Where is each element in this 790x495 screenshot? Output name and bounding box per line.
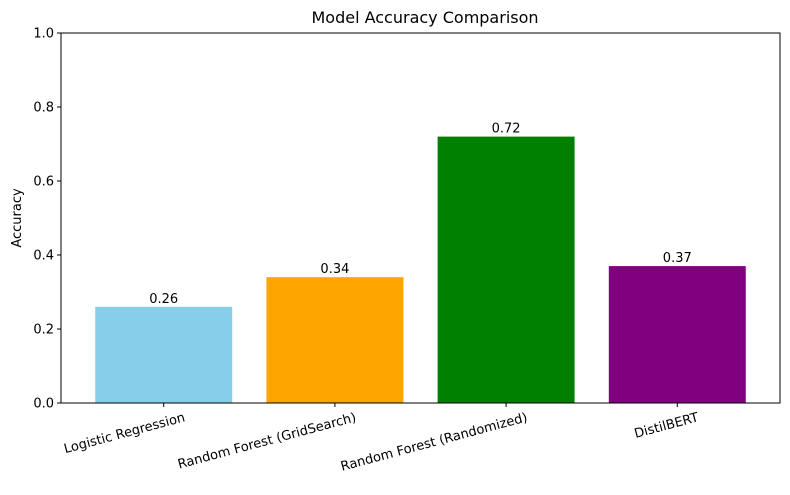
y-tick-label-6: 1.0 (33, 27, 54, 42)
y-tick-label-5: 0.8 (33, 101, 54, 116)
x-tick-label-2: Random Forest (GridSearch) (176, 410, 358, 472)
bar-2 (266, 277, 404, 403)
data-labels-group: 0.26 0.34 0.72 0.37 (149, 122, 692, 307)
data-label-3: 0.72 (492, 122, 521, 137)
data-label-2: 0.34 (320, 262, 349, 277)
bar-4 (608, 266, 746, 403)
y-tick-label-1: 0.0 (33, 397, 54, 412)
chart-title: Model Accuracy Comparison (311, 8, 538, 27)
bars-group (95, 136, 746, 403)
x-tick-label-3: Random Forest (Randomized) (339, 410, 529, 474)
bar-1 (95, 306, 233, 403)
y-axis: 0.0 0.2 0.4 0.6 0.8 1.0 (33, 27, 61, 412)
y-tick-label-2: 0.2 (33, 323, 54, 338)
y-axis-label: Accuracy (10, 188, 25, 248)
bar-3 (437, 136, 575, 403)
x-tick-label-1: Logistic Regression (62, 410, 186, 457)
y-tick-label-4: 0.6 (33, 175, 54, 190)
y-tick-label-3: 0.4 (33, 249, 54, 264)
plot-frame (60, 32, 781, 404)
data-label-4: 0.37 (663, 251, 692, 266)
data-label-1: 0.26 (149, 292, 178, 307)
x-tick-label-4: DistilBERT (633, 410, 701, 442)
